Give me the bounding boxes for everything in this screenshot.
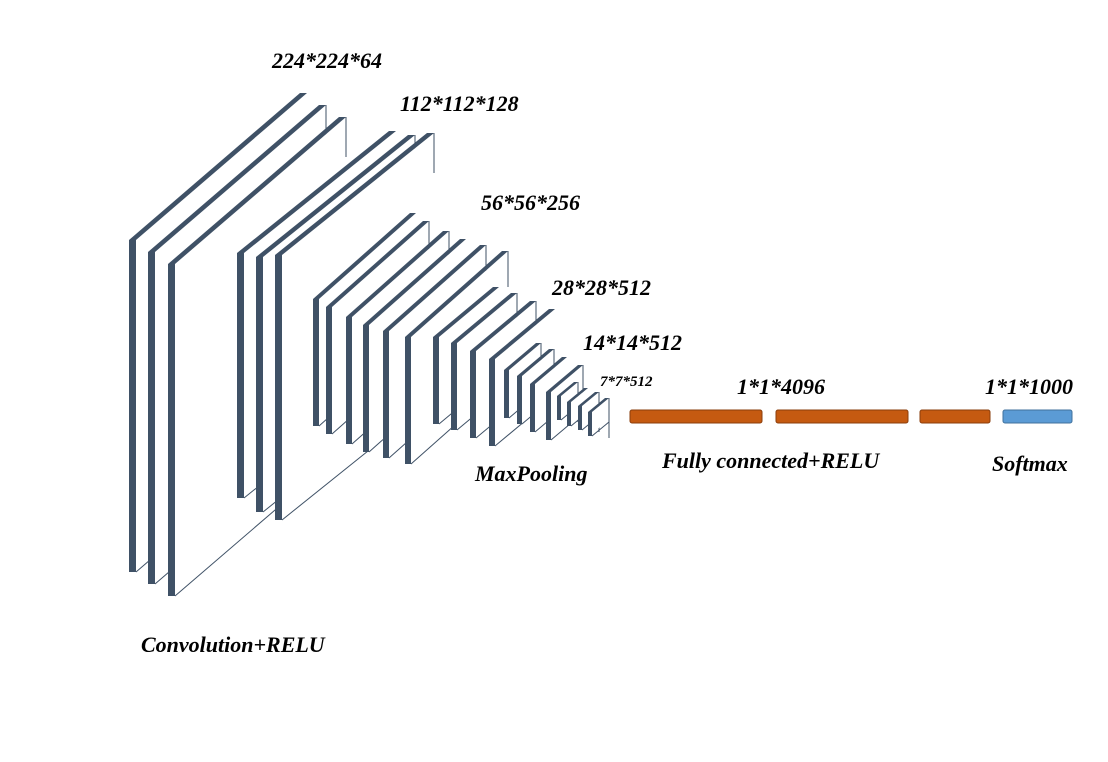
fc-block [629,409,763,424]
dim-label-output: 1*1*1000 [985,374,1073,399]
dim-label-112: 112*112*128 [400,91,519,116]
conv-layer-slab [588,398,610,438]
fc-block [919,409,991,424]
dim-label-224: 224*224*64 [271,48,382,73]
dim-label-fc: 1*1*4096 [737,374,825,399]
softmax-block [1002,409,1073,424]
dim-label-14: 14*14*512 [583,330,682,355]
softmax-label: Softmax [992,451,1068,476]
dim-label-56: 56*56*256 [481,190,580,215]
stage-labels: Convolution+RELU MaxPooling Fully connec… [141,448,1068,657]
convolution-label: Convolution+RELU [141,632,326,657]
conv-layer-stack [129,93,610,597]
fc-block [775,409,909,424]
dim-label-28: 28*28*512 [551,275,651,300]
fully-connected-label: Fully connected+RELU [661,448,880,473]
dimension-labels: 224*224*64 112*112*128 56*56*256 28*28*5… [271,48,1073,399]
fc-block-group [629,409,1073,424]
maxpooling-label: MaxPooling [474,461,587,486]
dim-label-7: 7*7*512 [600,374,653,390]
